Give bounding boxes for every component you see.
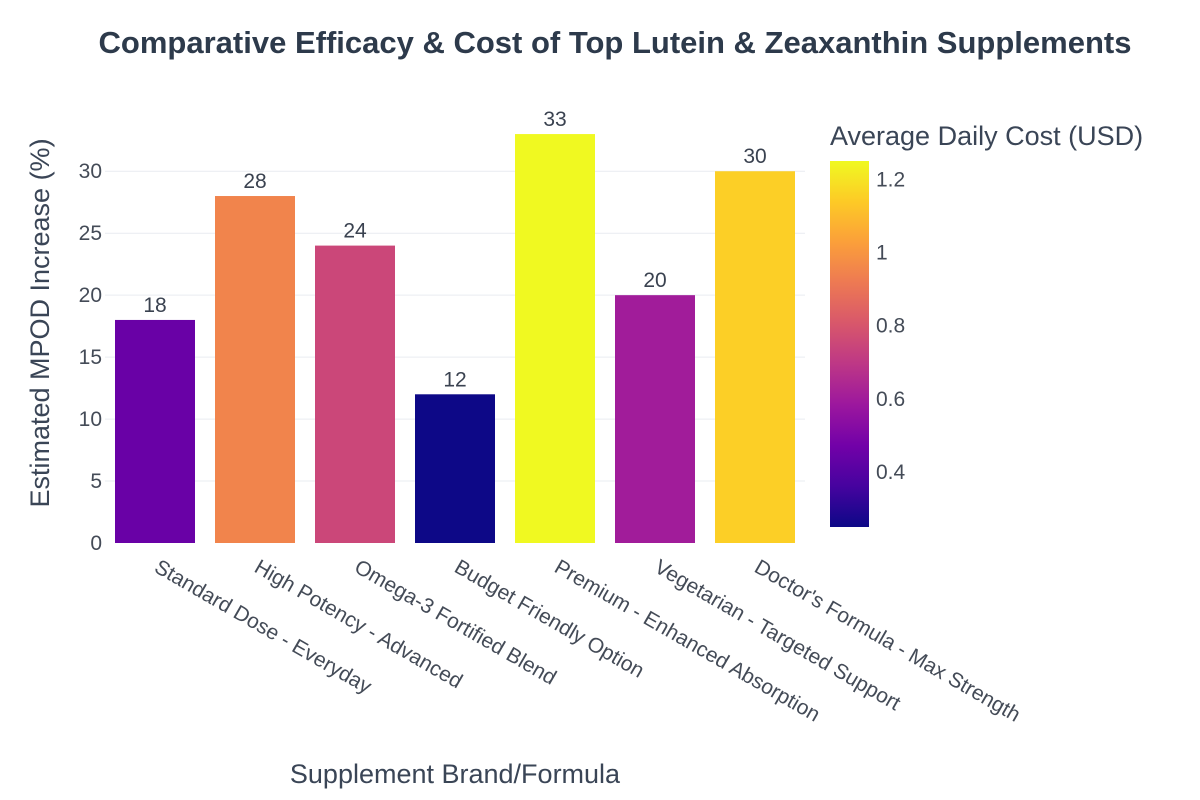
y-tick-label: 20 [79,284,102,307]
bar-data-label: 20 [643,269,666,292]
bar [715,171,795,544]
y-axis-ticks: 0 5 10 15 20 25 30 [79,160,102,555]
bar [315,245,395,543]
y-tick-label: 25 [79,222,102,245]
colorbar-ticks: 0.4 0.6 0.8 1 1.2 [876,168,906,484]
colorbar-tick-label: 1 [876,242,888,265]
colorbar-gradient [830,161,869,527]
bar-data-label: 12 [443,368,466,391]
colorbar: Average Daily Cost (USD) 0.4 0.6 0.8 1 1.2 [830,121,1143,527]
y-tick-label: 10 [79,408,102,431]
bar-data-label: 24 [343,220,367,243]
y-tick-label: 15 [79,346,102,369]
bar [415,394,495,543]
bar-data-label: 18 [143,294,166,317]
colorbar-title: Average Daily Cost (USD) [830,121,1143,151]
colorbar-tick-label: 0.6 [876,388,905,411]
y-tick-label: 5 [90,470,102,493]
bar-data-label: 30 [743,145,766,168]
colorbar-tick-label: 1.2 [876,168,905,191]
bar [215,196,295,543]
colorbar-tick-label: 0.4 [876,461,906,484]
colorbar-tick-label: 0.8 [876,315,905,338]
y-tick-label: 0 [90,532,102,555]
chart-title: Comparative Efficacy & Cost of Top Lutei… [99,25,1132,60]
bar-data-label: 33 [543,108,566,131]
bar [515,134,595,543]
bar-data-label: 28 [243,170,266,193]
bars: 18 28 24 12 33 20 30 [115,108,795,544]
y-tick-label: 30 [79,160,102,183]
y-axis-title: Estimated MPOD Increase (%) [25,138,55,507]
bar [615,295,695,543]
bar [115,319,195,543]
x-axis-title: Supplement Brand/Formula [290,759,621,789]
